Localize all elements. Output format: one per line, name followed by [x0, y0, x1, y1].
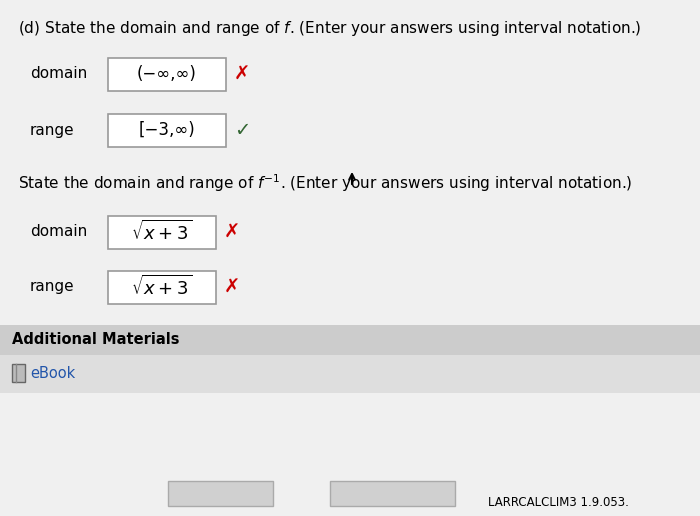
FancyBboxPatch shape [168, 481, 273, 506]
Text: ✗: ✗ [234, 64, 250, 84]
FancyBboxPatch shape [0, 325, 700, 355]
Text: ✗: ✗ [224, 278, 240, 297]
Text: [−3,∞): [−3,∞) [139, 121, 195, 139]
Text: $\sqrt{x+3}$: $\sqrt{x+3}$ [132, 275, 192, 299]
FancyBboxPatch shape [108, 114, 226, 147]
Text: ✗: ✗ [224, 222, 240, 241]
FancyBboxPatch shape [0, 355, 700, 393]
FancyBboxPatch shape [330, 481, 455, 506]
Text: ✓: ✓ [234, 121, 250, 139]
Text: (−∞,∞): (−∞,∞) [137, 65, 197, 83]
Text: Additional Materials: Additional Materials [12, 332, 179, 347]
FancyBboxPatch shape [108, 216, 216, 249]
FancyBboxPatch shape [108, 57, 226, 90]
Text: eBook: eBook [30, 366, 76, 381]
Text: State the domain and range of $\it{f}^{-1}$. (Enter your answers using interval : State the domain and range of $\it{f}^{-… [18, 172, 633, 194]
Text: range: range [30, 122, 75, 137]
FancyBboxPatch shape [12, 364, 25, 382]
Text: domain: domain [30, 67, 88, 82]
Text: (d) State the domain and range of $\it{f}$. (Enter your answers using interval n: (d) State the domain and range of $\it{f… [18, 19, 641, 38]
FancyBboxPatch shape [108, 270, 216, 303]
Text: domain: domain [30, 224, 88, 239]
Text: LARRCALCLIM3 1.9.053.: LARRCALCLIM3 1.9.053. [488, 495, 629, 508]
Text: $\sqrt{x+3}$: $\sqrt{x+3}$ [132, 220, 192, 244]
Text: range: range [30, 280, 75, 295]
FancyBboxPatch shape [0, 393, 700, 516]
